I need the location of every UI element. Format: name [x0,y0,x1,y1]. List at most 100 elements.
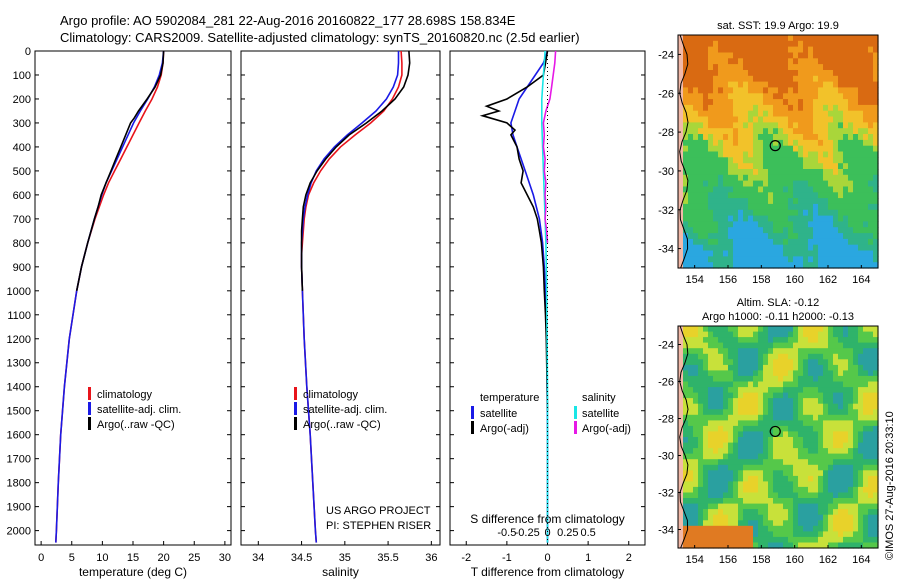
map-cell [848,392,854,399]
map-cell [863,93,869,100]
map-cell [803,145,809,153]
map-cell [773,64,779,71]
map-cell [778,437,784,444]
map-cell [758,169,764,176]
map-cell [783,470,789,477]
map-cell [863,75,869,83]
map-cell [848,514,854,521]
map-cell [723,381,729,388]
map-cell [803,75,809,83]
map-cell [748,459,754,466]
map-cell [718,403,724,410]
map-cell [868,375,874,382]
map-cell [758,203,764,211]
map-cell [678,342,684,349]
map-cell [853,104,859,112]
map-cell [768,503,774,510]
map-cell [763,398,769,405]
map-cell [798,35,804,42]
map-cell [813,431,819,438]
map-cell [768,348,774,355]
map-cell [808,492,814,499]
map-cell [843,370,849,377]
map-cell [698,221,704,228]
map-cell [848,163,854,170]
map-cell [753,180,759,187]
map-cell [783,503,789,510]
map-cell [723,209,729,217]
map-cell [688,209,694,217]
temperature-xlabel: temperature (deg C) [79,565,187,579]
legend-label: satellite-adj. clim. [97,404,181,416]
map-cell [838,375,844,382]
map-cell [698,104,704,112]
map-cell [858,139,864,147]
map-cell [708,375,714,382]
map-cell [783,448,789,455]
map-cell [703,492,709,499]
map-cell [738,375,744,382]
map-cell [863,134,869,141]
map-cell [848,64,854,71]
map-cell [778,145,784,153]
map-cell [823,470,829,477]
map-cell [758,503,764,510]
map-cell [778,116,784,123]
map-cell [833,128,839,135]
map-cell [863,420,869,427]
map-cell [808,398,814,405]
map-cell [828,180,834,187]
map-cell [798,331,804,338]
map-cell [788,437,794,444]
map-cell [713,331,719,338]
map-cell [728,398,734,405]
map-cell [838,331,844,338]
map-cell [858,227,864,234]
map-cell [708,342,714,349]
map-cell [768,353,774,360]
map-cell [858,75,864,83]
map-cell [848,104,854,112]
map-cell [728,503,734,510]
map-cell [713,52,719,59]
map-cell [713,128,719,135]
map-cell [868,244,874,252]
map-cell [758,52,764,59]
map-cell [758,163,764,170]
map-cell [728,52,734,59]
map-cell [843,470,849,477]
map-cell [838,227,844,234]
map-cell [748,256,754,263]
map-cell [753,46,759,53]
map-cell [858,525,864,532]
map-cell [748,99,754,106]
map-cell [773,256,779,263]
map-cell [693,227,699,234]
map-cell [798,145,804,153]
map-cell [813,409,819,416]
map-cell [788,398,794,405]
map-cell [783,227,789,234]
map-cell [778,525,784,532]
map-cell [808,52,814,59]
map-cell [728,475,734,482]
map-cell [718,145,724,153]
map-cell [773,104,779,112]
map-cell [788,448,794,455]
map-cell [808,174,814,182]
map-cell [873,203,879,211]
map-cell [863,110,869,118]
map-cell [838,139,844,147]
map-cell [718,40,724,48]
map-cell [753,192,759,199]
map-cell [768,359,774,366]
map-cell [863,425,869,432]
map-cell [848,536,854,543]
map-cell [818,387,824,394]
map-cell [753,398,759,405]
map-cell [698,409,704,416]
map-cell [818,40,824,48]
map-cell [788,192,794,199]
map-cell [708,169,714,176]
map-cell [813,250,819,257]
